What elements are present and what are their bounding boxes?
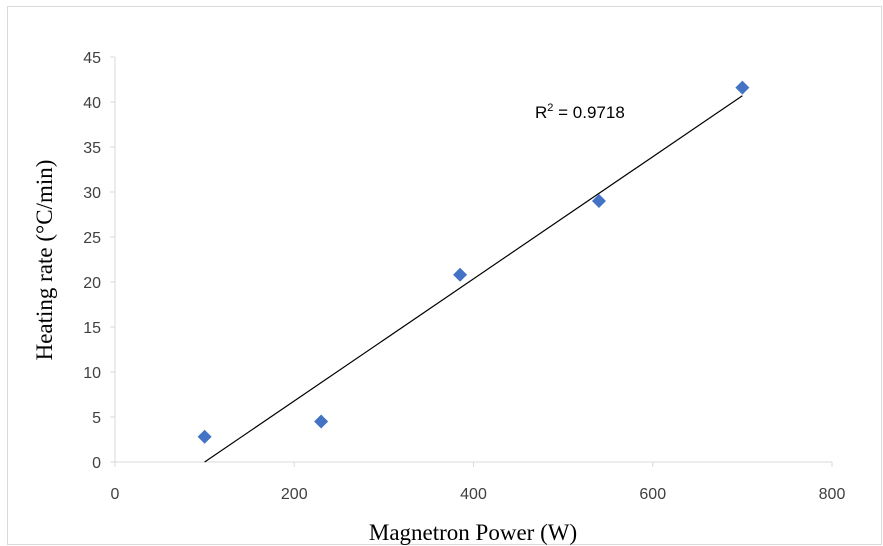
x-tick-label: 400 (460, 486, 487, 503)
chart-frame (7, 6, 882, 545)
y-tick-label: 0 (92, 455, 101, 472)
y-tick-label: 45 (83, 50, 101, 67)
tick-labels: 0 5 10 15 20 25 30 35 40 45 0 200 400 600 800 (83, 50, 845, 503)
data-points (197, 80, 750, 444)
x-tick-label: 200 (281, 486, 308, 503)
data-point-marker (453, 267, 468, 282)
y-tick-label: 25 (83, 230, 101, 247)
x-tick-label: 0 (111, 486, 120, 503)
x-axis-title: Magnetron Power (W) (369, 520, 577, 545)
y-tick-label: 20 (83, 275, 101, 292)
y-tick-label: 35 (83, 140, 101, 157)
y-axis-title: Heating rate (°C/min) (32, 160, 57, 361)
y-tick-label: 15 (83, 320, 101, 337)
data-point-marker (197, 429, 212, 444)
x-tick-label: 600 (639, 486, 666, 503)
trendline (204, 95, 743, 463)
data-point-marker (314, 414, 329, 429)
axes (110, 56, 833, 467)
y-tick-label: 30 (83, 185, 101, 202)
data-point-marker (735, 80, 750, 95)
x-tick-label: 800 (819, 486, 846, 503)
y-tick-label: 40 (83, 95, 101, 112)
y-tick-label: 5 (92, 410, 101, 427)
y-tick-label: 10 (83, 365, 101, 382)
data-point-marker (591, 194, 606, 208)
r-squared-annotation: R2 = 0.9718 (535, 102, 625, 122)
